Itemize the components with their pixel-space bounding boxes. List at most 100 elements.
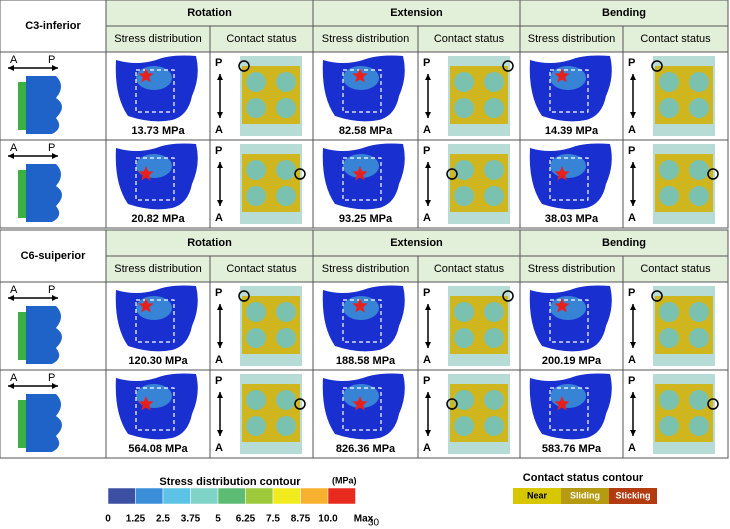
- contact-hole: [454, 186, 474, 206]
- column-header: Stress distribution: [322, 263, 409, 275]
- cell: [0, 229, 107, 283]
- contact-hole: [246, 72, 266, 92]
- axis-label: P: [628, 57, 635, 69]
- column-header: Stress distribution: [322, 33, 409, 45]
- contact-marker: [446, 168, 458, 180]
- axis-label: P: [215, 287, 222, 299]
- arrow-head: [8, 383, 58, 389]
- column-header: Stress distribution: [528, 263, 615, 275]
- axis-label: P: [48, 284, 55, 296]
- contact-hole: [689, 186, 709, 206]
- dashed-region: [135, 299, 175, 343]
- axis-label: P: [423, 145, 430, 157]
- contact-hole: [246, 416, 266, 436]
- model-body: [26, 76, 62, 134]
- stress-value: 564.08 MPa: [128, 443, 188, 455]
- legend-swatch: [107, 487, 136, 505]
- contact-hole: [246, 328, 266, 348]
- axis-label: A: [628, 212, 636, 224]
- cell: [312, 255, 419, 283]
- legend-swatch: [561, 488, 609, 504]
- legend-label: 7.5: [266, 514, 280, 525]
- contact-hole: [659, 416, 679, 436]
- cell: [209, 25, 314, 53]
- contact-hole: [484, 160, 504, 180]
- load-header: Rotation: [187, 237, 232, 249]
- contact-hole: [276, 416, 296, 436]
- legend-label: Max: [354, 514, 374, 525]
- legend-label: 5: [215, 514, 221, 525]
- contact-hole: [454, 160, 474, 180]
- contact-marker: [651, 60, 663, 72]
- contact-hole: [484, 186, 504, 206]
- axis-label: P: [423, 375, 430, 387]
- contact-hole: [484, 390, 504, 410]
- page-number: 30: [368, 518, 380, 529]
- dashed-region: [342, 387, 382, 431]
- contact-hole: [659, 328, 679, 348]
- stress-value: 188.58 MPa: [336, 355, 396, 367]
- axis-label: A: [10, 142, 18, 154]
- legend-swatch: [513, 488, 561, 504]
- legend-swatch: [609, 488, 657, 504]
- legend-title: Stress distribution contour: [159, 476, 301, 488]
- contact-hole: [454, 98, 474, 118]
- stress-value: 14.39 MPa: [545, 125, 599, 137]
- contact-hole: [689, 72, 709, 92]
- contact-hole: [484, 416, 504, 436]
- max-stress-star: [352, 166, 368, 181]
- contact-hole: [659, 186, 679, 206]
- contact-hole: [484, 98, 504, 118]
- dashed-region: [549, 299, 589, 343]
- contact-marker: [238, 290, 250, 302]
- legend-label: 2.5: [156, 514, 170, 525]
- axis-label: P: [423, 287, 430, 299]
- stress-value: 82.58 MPa: [339, 125, 393, 137]
- legend-swatch: [245, 487, 274, 505]
- column-header: Contact status: [226, 33, 297, 45]
- contact-hole: [246, 390, 266, 410]
- axis-label: A: [215, 124, 223, 136]
- load-header: Extension: [390, 237, 443, 249]
- contact-hole: [276, 302, 296, 322]
- stress-value: 38.03 MPa: [545, 213, 599, 225]
- axis-label: A: [215, 212, 223, 224]
- dashed-region: [342, 69, 382, 113]
- contact-marker: [238, 60, 250, 72]
- contact-hole: [689, 98, 709, 118]
- max-stress-star: [352, 298, 368, 313]
- axis-label: P: [423, 57, 430, 69]
- block-label: C6-suiperior: [21, 250, 87, 262]
- cell: [519, 0, 729, 27]
- column-header: Stress distribution: [528, 33, 615, 45]
- stress-value: 200.19 MPa: [542, 355, 602, 367]
- arrow-head: [8, 153, 58, 159]
- contact-hole: [689, 160, 709, 180]
- column-header: Contact status: [640, 263, 711, 275]
- contact-hole: [659, 72, 679, 92]
- axis-label: A: [10, 372, 18, 384]
- max-stress-star: [554, 298, 570, 313]
- dashed-region: [342, 299, 382, 343]
- max-stress-star: [138, 298, 154, 313]
- axis-label: A: [628, 354, 636, 366]
- axis-label: A: [423, 212, 431, 224]
- legend-swatch: [162, 487, 191, 505]
- contact-hole: [454, 328, 474, 348]
- max-stress-star: [554, 396, 570, 411]
- axis-label: A: [423, 354, 431, 366]
- legend-label: Sliding: [570, 490, 600, 500]
- contact-marker: [707, 398, 719, 410]
- contact-hole: [484, 302, 504, 322]
- column-header: Contact status: [434, 263, 505, 275]
- column-header: Stress distribution: [114, 33, 201, 45]
- contact-hole: [689, 328, 709, 348]
- column-header: Contact status: [434, 33, 505, 45]
- cell: [105, 229, 314, 257]
- dashed-region: [135, 157, 175, 201]
- max-stress-star: [352, 68, 368, 83]
- legend-swatch: [327, 487, 356, 505]
- contact-hole: [454, 416, 474, 436]
- axis-label: P: [628, 375, 635, 387]
